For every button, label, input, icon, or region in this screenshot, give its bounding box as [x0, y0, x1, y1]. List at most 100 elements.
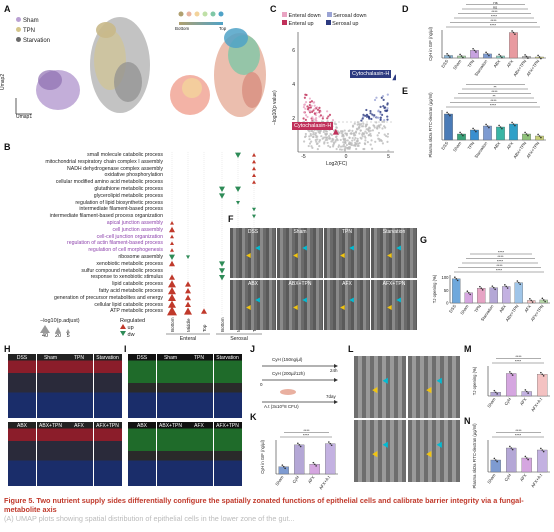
- volcano-point: [355, 140, 359, 143]
- if-image: ABX: [8, 422, 36, 486]
- reg-up: up: [120, 324, 164, 331]
- volcano-point: [355, 147, 358, 151]
- volcano-point: [343, 145, 346, 148]
- bar: [457, 133, 466, 141]
- go-term: ATP metabolic process: [110, 308, 163, 315]
- volcano-point: [376, 134, 379, 137]
- volcano-point: [324, 139, 327, 142]
- data-point: [527, 57, 529, 59]
- volcano-point: [356, 121, 359, 124]
- bar: [294, 444, 305, 475]
- data-point: [454, 276, 456, 279]
- zone-bottom-label: Bottom: [175, 26, 190, 31]
- volcano-point: [343, 129, 346, 132]
- up-triangle: [185, 294, 191, 301]
- arrow-yellow: [246, 305, 251, 310]
- label: ****: [303, 428, 310, 433]
- volcano-point: [373, 114, 376, 117]
- down-triangle: [219, 275, 225, 281]
- volcano-point: [318, 109, 321, 112]
- label: ***: [493, 84, 498, 85]
- size-legend: −log10(p.adjust) 40 20 5: [40, 318, 120, 339]
- down-triangle: [219, 193, 225, 199]
- tem-image: ABX: [230, 280, 276, 330]
- label: ns: [493, 2, 497, 5]
- label: Sham: [486, 396, 497, 408]
- volcano-point: [382, 98, 385, 101]
- data-point: [540, 57, 542, 60]
- data-point: [446, 111, 448, 114]
- legend-item: Serosal down: [326, 12, 367, 20]
- if-image: TPN: [185, 354, 213, 418]
- data-point: [284, 467, 286, 470]
- panel-label: H: [4, 344, 11, 354]
- bar: [470, 50, 479, 59]
- data-point: [455, 278, 458, 280]
- volcano-point: [312, 135, 315, 138]
- bar-chart-m: Sham CyH AFX AFX+A.t TJ opening (%) ********: [472, 354, 550, 412]
- arrow-icon: [246, 297, 260, 310]
- bar: [506, 447, 517, 473]
- tile-label: ABX+TPN: [288, 281, 312, 287]
- label: AFX+TPN: [525, 141, 540, 159]
- go-term: glycerolipid metabolic process: [93, 192, 163, 199]
- arrow-cyan: [255, 245, 260, 251]
- data-point: [517, 281, 520, 284]
- volcano-point: [304, 107, 307, 110]
- tile-label: DSS: [16, 355, 28, 361]
- data-point: [501, 127, 503, 130]
- volcano-point: [309, 101, 312, 104]
- if-image: AFX+TPN: [213, 422, 242, 486]
- go-term: regulation of actin filament-based proce…: [66, 240, 163, 247]
- legend-sham: Sham: [16, 17, 39, 24]
- go-term: cell junction assembly: [112, 226, 163, 233]
- volcano-point: [364, 125, 367, 128]
- size-legend-title: −log10(p.adjust): [40, 318, 80, 324]
- tile-label: AFX: [342, 281, 352, 287]
- volcano-point: [383, 133, 386, 136]
- label: AFX: [307, 475, 316, 485]
- volcano-point: [386, 132, 390, 136]
- volcano-point: [369, 143, 372, 146]
- go-term: fatty acid metabolic process: [98, 288, 163, 294]
- label: CyH: [291, 475, 300, 485]
- data-point: [494, 391, 497, 394]
- up-triangle: [170, 248, 174, 252]
- volcano-point: [327, 134, 331, 138]
- volcano-point: [337, 144, 341, 147]
- volcano-point: [326, 117, 329, 120]
- arrow-icon: [387, 245, 401, 258]
- data-point: [473, 49, 476, 52]
- data-point: [531, 301, 534, 303]
- volcano-point: [328, 113, 332, 116]
- volcano-point: [378, 124, 381, 128]
- go-term: regulation of cell morphogenesis: [88, 247, 163, 254]
- volcano-ylabel: −log10(p value): [272, 90, 278, 125]
- go-term: ribosome assembly: [118, 254, 163, 260]
- volcano-point: [304, 118, 307, 121]
- label: ****: [496, 267, 503, 272]
- volcano-point: [360, 122, 363, 126]
- volcano-point: [325, 133, 328, 136]
- volcano-point: [368, 117, 371, 120]
- down-triangle: [235, 186, 241, 192]
- data-point: [506, 287, 509, 289]
- tem-image: Sham: [277, 228, 323, 278]
- volcano-point: [379, 123, 382, 126]
- data-point: [511, 448, 514, 451]
- if-image: Starvation: [93, 354, 122, 418]
- legend-dot: [16, 37, 21, 42]
- volcano-point: [355, 127, 359, 130]
- data-point: [524, 455, 527, 458]
- tem-image: AFX: [354, 420, 406, 482]
- data-point: [488, 126, 490, 129]
- panel-label: D: [402, 4, 409, 14]
- bar: [452, 278, 461, 304]
- tile-label: AFX: [194, 423, 204, 429]
- tile-label: Sham: [293, 229, 307, 235]
- label: Middle: [186, 318, 191, 332]
- label: AFX+A.t: [530, 472, 544, 488]
- volcano-point: [387, 149, 390, 152]
- volcano-plot: -5 0 5 2 4 6: [292, 32, 396, 160]
- volcano-point: [381, 95, 385, 98]
